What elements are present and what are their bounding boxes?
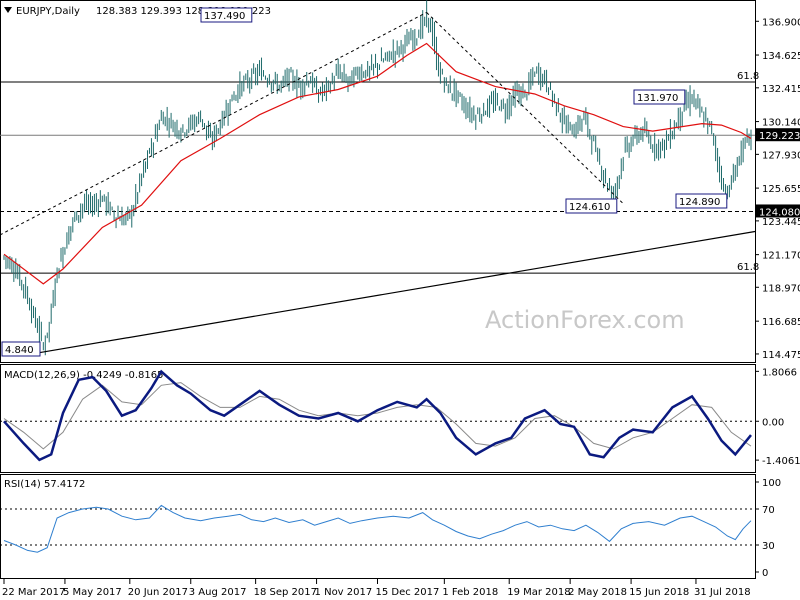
level-badge-124080 (756, 204, 800, 218)
macd-layer: 1.8066 0.00 -1.4061 (0, 367, 800, 467)
rsi-tick-label: 100 (762, 478, 781, 489)
axes-layer: 136.900 134.625 132.415 130.140 127.930 125.6… (755, 17, 800, 361)
price-tick-label: 134.625 (762, 51, 800, 62)
annotation-box (633, 89, 686, 105)
current-price-badge (756, 128, 800, 142)
rsi-pane-frame (0, 474, 756, 579)
fib-label-upper: 61.8 (737, 71, 759, 82)
price-annotation: 131.970 (633, 89, 686, 105)
date-tick-label: 18 Sep 2017 (254, 587, 317, 598)
macd-signal-line (3, 382, 752, 450)
date-tick-label: 5 May 2017 (63, 587, 122, 598)
annotation-box (200, 7, 253, 23)
rsi-tick-label: 0 (762, 568, 768, 579)
annotation-box (675, 193, 728, 209)
overlays-layer: 137.490 131.970 124.610 124.890 4.840 61.8 61.… (0, 7, 759, 357)
annotation-text: 4.840 (5, 345, 34, 356)
price-tick-label: 125.655 (762, 184, 800, 195)
annotation-text: 137.490 (204, 11, 245, 22)
price-tick-label: 136.900 (762, 17, 800, 28)
price-annotation: 124.890 (675, 193, 728, 209)
retrace-line (426, 12, 624, 204)
date-tick-label: 22 Mar 2017 (2, 587, 65, 598)
date-tick-label: 31 Jul 2018 (694, 587, 751, 598)
macd-tick-label: -1.4061 (762, 456, 800, 467)
price-tick-label: 127.930 (762, 150, 800, 161)
ohlc-label: 128.383 129.393 128.318 129.223 (96, 6, 271, 17)
candles-layer (3, 0, 752, 356)
level-badge-text: 124.080 (759, 207, 800, 218)
macd-main-line (3, 369, 752, 462)
macd-tick-label: 1.8066 (762, 367, 797, 378)
date-tick-label: 1 Nov 2017 (315, 587, 373, 598)
price-annotation: 124.610 (565, 198, 618, 214)
price-tick-label: 116.685 (762, 317, 800, 328)
price-tick-label: 121.170 (762, 251, 800, 262)
date-tick-label: 19 Mar 2018 (507, 587, 570, 598)
macd-tick-label: 0.00 (762, 417, 784, 428)
price-annotation: 4.840 (1, 341, 41, 357)
rsi-line (3, 504, 752, 553)
rsi-tick-label: 70 (762, 505, 775, 516)
current-price-text: 129.223 (759, 131, 800, 142)
grid-layer (0, 81, 755, 274)
macd-pane-frame (0, 364, 756, 473)
annotation-text: 124.610 (569, 202, 610, 213)
annotation-text: 131.970 (637, 93, 678, 104)
symbol-label: EURJPY,Daily (16, 6, 80, 17)
date-tick-label: 15 Jun 2018 (629, 587, 689, 598)
price-tick-label: 130.140 (762, 118, 800, 129)
price-tick-label: 123.445 (762, 217, 800, 228)
price-tick-label: 132.415 (762, 84, 800, 95)
rsi-layer: 100 70 30 0 (0, 478, 781, 579)
rsi-label: RSI(14) 57.4172 (4, 479, 85, 490)
date-tick-label: 20 Jun 2017 (128, 587, 188, 598)
moving-average-line (3, 42, 752, 285)
price-annotation: 137.490 (200, 7, 253, 23)
price-tick-label: 118.970 (762, 283, 800, 294)
channel-trendline (0, 11, 427, 236)
date-tick-label: 1 Feb 2018 (442, 587, 498, 598)
support-trendline (33, 230, 756, 355)
annotation-text: 124.890 (679, 197, 720, 208)
annotation-box (1, 341, 41, 357)
macd-label: MACD(12,26,9) -0.4249 -0.8165 (4, 370, 164, 381)
annotation-box (565, 198, 618, 214)
symbol-dropdown-icon[interactable] (4, 7, 12, 13)
date-tick-label: 3 Aug 2017 (189, 587, 247, 598)
watermark: ActionForex.com (485, 306, 685, 334)
date-tick-label: 2 May 2018 (568, 587, 627, 598)
fib-label-lower: 61.8 (737, 262, 759, 273)
price-tick-label: 114.475 (762, 350, 800, 361)
date-tick-label: 15 Dec 2017 (376, 587, 440, 598)
price-pane-frame (0, 0, 756, 363)
rsi-tick-label: 30 (762, 541, 775, 552)
